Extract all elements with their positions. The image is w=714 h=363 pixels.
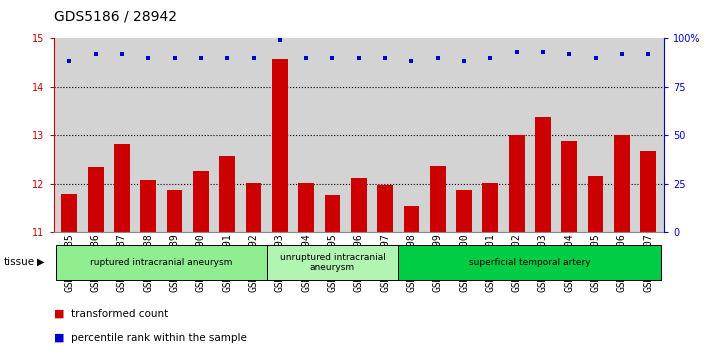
Bar: [193, 171, 208, 232]
Text: ■: ■: [54, 333, 64, 343]
Point: [90, 51, 101, 57]
Point: [327, 54, 338, 60]
Point: [143, 54, 154, 60]
Bar: [377, 185, 393, 232]
Point: [221, 54, 233, 60]
Bar: [56, 245, 267, 280]
Point: [643, 51, 654, 57]
Bar: [88, 167, 104, 232]
Bar: [640, 151, 656, 232]
Text: ruptured intracranial aneurysm: ruptured intracranial aneurysm: [90, 258, 233, 267]
Bar: [398, 245, 661, 280]
Point: [64, 58, 75, 64]
Point: [379, 54, 391, 60]
Bar: [325, 195, 341, 232]
Bar: [588, 176, 603, 232]
Text: GDS5186 / 28942: GDS5186 / 28942: [54, 9, 176, 23]
Point: [511, 49, 523, 54]
Point: [116, 51, 128, 57]
Bar: [614, 135, 630, 232]
Point: [406, 58, 417, 64]
Bar: [61, 195, 77, 232]
Point: [616, 51, 628, 57]
Text: transformed count: transformed count: [71, 309, 169, 319]
Bar: [509, 135, 525, 232]
Point: [432, 54, 443, 60]
Point: [458, 58, 470, 64]
Point: [563, 51, 575, 57]
Bar: [272, 59, 288, 232]
Point: [301, 54, 312, 60]
Bar: [456, 189, 472, 232]
Bar: [483, 183, 498, 232]
Text: unruptured intracranial
aneurysm: unruptured intracranial aneurysm: [280, 253, 386, 272]
Text: tissue: tissue: [4, 257, 35, 267]
Bar: [535, 117, 551, 232]
Bar: [351, 179, 367, 232]
Point: [195, 54, 206, 60]
Point: [248, 54, 259, 60]
Point: [590, 54, 601, 60]
Point: [274, 37, 286, 43]
Bar: [219, 156, 235, 232]
Point: [537, 49, 548, 54]
Text: percentile rank within the sample: percentile rank within the sample: [71, 333, 247, 343]
Text: ▶: ▶: [37, 257, 45, 267]
Point: [353, 54, 365, 60]
Bar: [298, 183, 314, 232]
Bar: [403, 205, 419, 232]
Bar: [166, 189, 183, 232]
Text: ■: ■: [54, 309, 64, 319]
Bar: [141, 180, 156, 232]
Point: [485, 54, 496, 60]
Bar: [246, 183, 261, 232]
Bar: [114, 144, 130, 232]
Bar: [430, 166, 446, 232]
Point: [169, 54, 181, 60]
Bar: [561, 141, 577, 232]
Text: superficial temporal artery: superficial temporal artery: [469, 258, 590, 267]
Bar: [267, 245, 398, 280]
